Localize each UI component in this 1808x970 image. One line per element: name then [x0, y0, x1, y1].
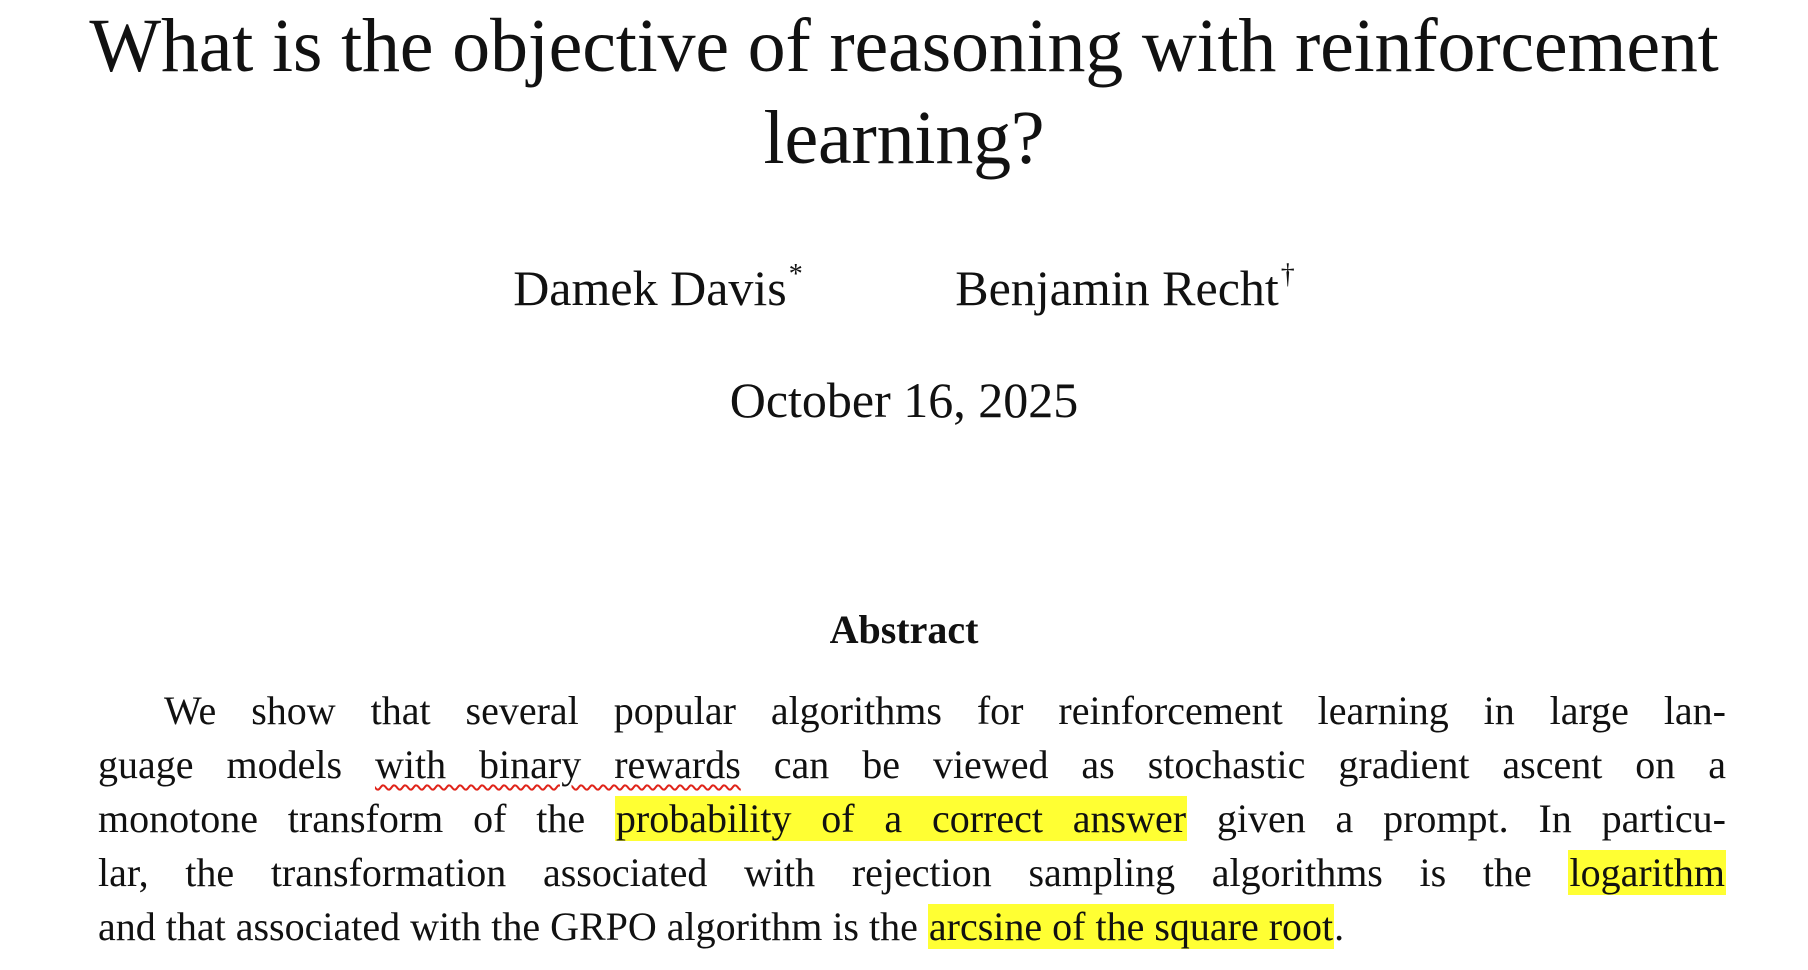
paper-title-line-1: What is the objective of reasoning with …: [89, 4, 1719, 88]
highlighted-text[interactable]: logarithm: [1568, 850, 1726, 895]
abstract-text: monotone transform of the: [98, 796, 615, 841]
abstract-line-5: and that associated with the GRPO algori…: [98, 900, 1726, 954]
author-affiliation-mark: *: [788, 259, 803, 290]
spellcheck-underlined-text[interactable]: with binary rewards: [374, 742, 741, 787]
paper-title: What is the objective of reasoning with …: [0, 0, 1808, 184]
highlighted-text[interactable]: probability of a correct answer: [614, 796, 1188, 841]
author-benjamin-recht: Benjamin Recht†: [955, 258, 1295, 318]
abstract-line-3: monotone transform of the probability of…: [98, 792, 1726, 846]
abstract-line-1: We show that several popular algorithms …: [98, 684, 1726, 738]
author-list: Damek Davis* Benjamin Recht†: [0, 258, 1808, 318]
author-affiliation-mark: †: [1280, 259, 1295, 290]
author-damek-davis: Damek Davis*: [513, 258, 803, 318]
abstract-text: lar, the transformation associated with …: [98, 850, 1569, 895]
paper-title-line-2: learning?: [763, 96, 1045, 180]
abstract-text: guage models: [98, 742, 375, 787]
abstract-text: .: [1334, 904, 1345, 949]
abstract-heading: Abstract: [829, 607, 979, 652]
abstract-text: and that associated with the GRPO algori…: [98, 904, 928, 949]
highlighted-text[interactable]: arcsine of the square root: [927, 904, 1335, 949]
abstract-text: given a prompt. In particu-: [1187, 796, 1726, 841]
publication-date: October 16, 2025: [729, 372, 1079, 428]
abstract-text: can be viewed as stochastic gradient asc…: [740, 742, 1727, 787]
abstract-line-2: guage models with binary rewards can be …: [98, 738, 1726, 792]
abstract-line-4: lar, the transformation associated with …: [98, 846, 1726, 900]
abstract-text: We show that several popular algorithms …: [164, 688, 1726, 733]
author-name: Benjamin Recht: [955, 260, 1279, 316]
author-name: Damek Davis: [513, 260, 787, 316]
abstract-body: We show that several popular algorithms …: [98, 684, 1726, 954]
